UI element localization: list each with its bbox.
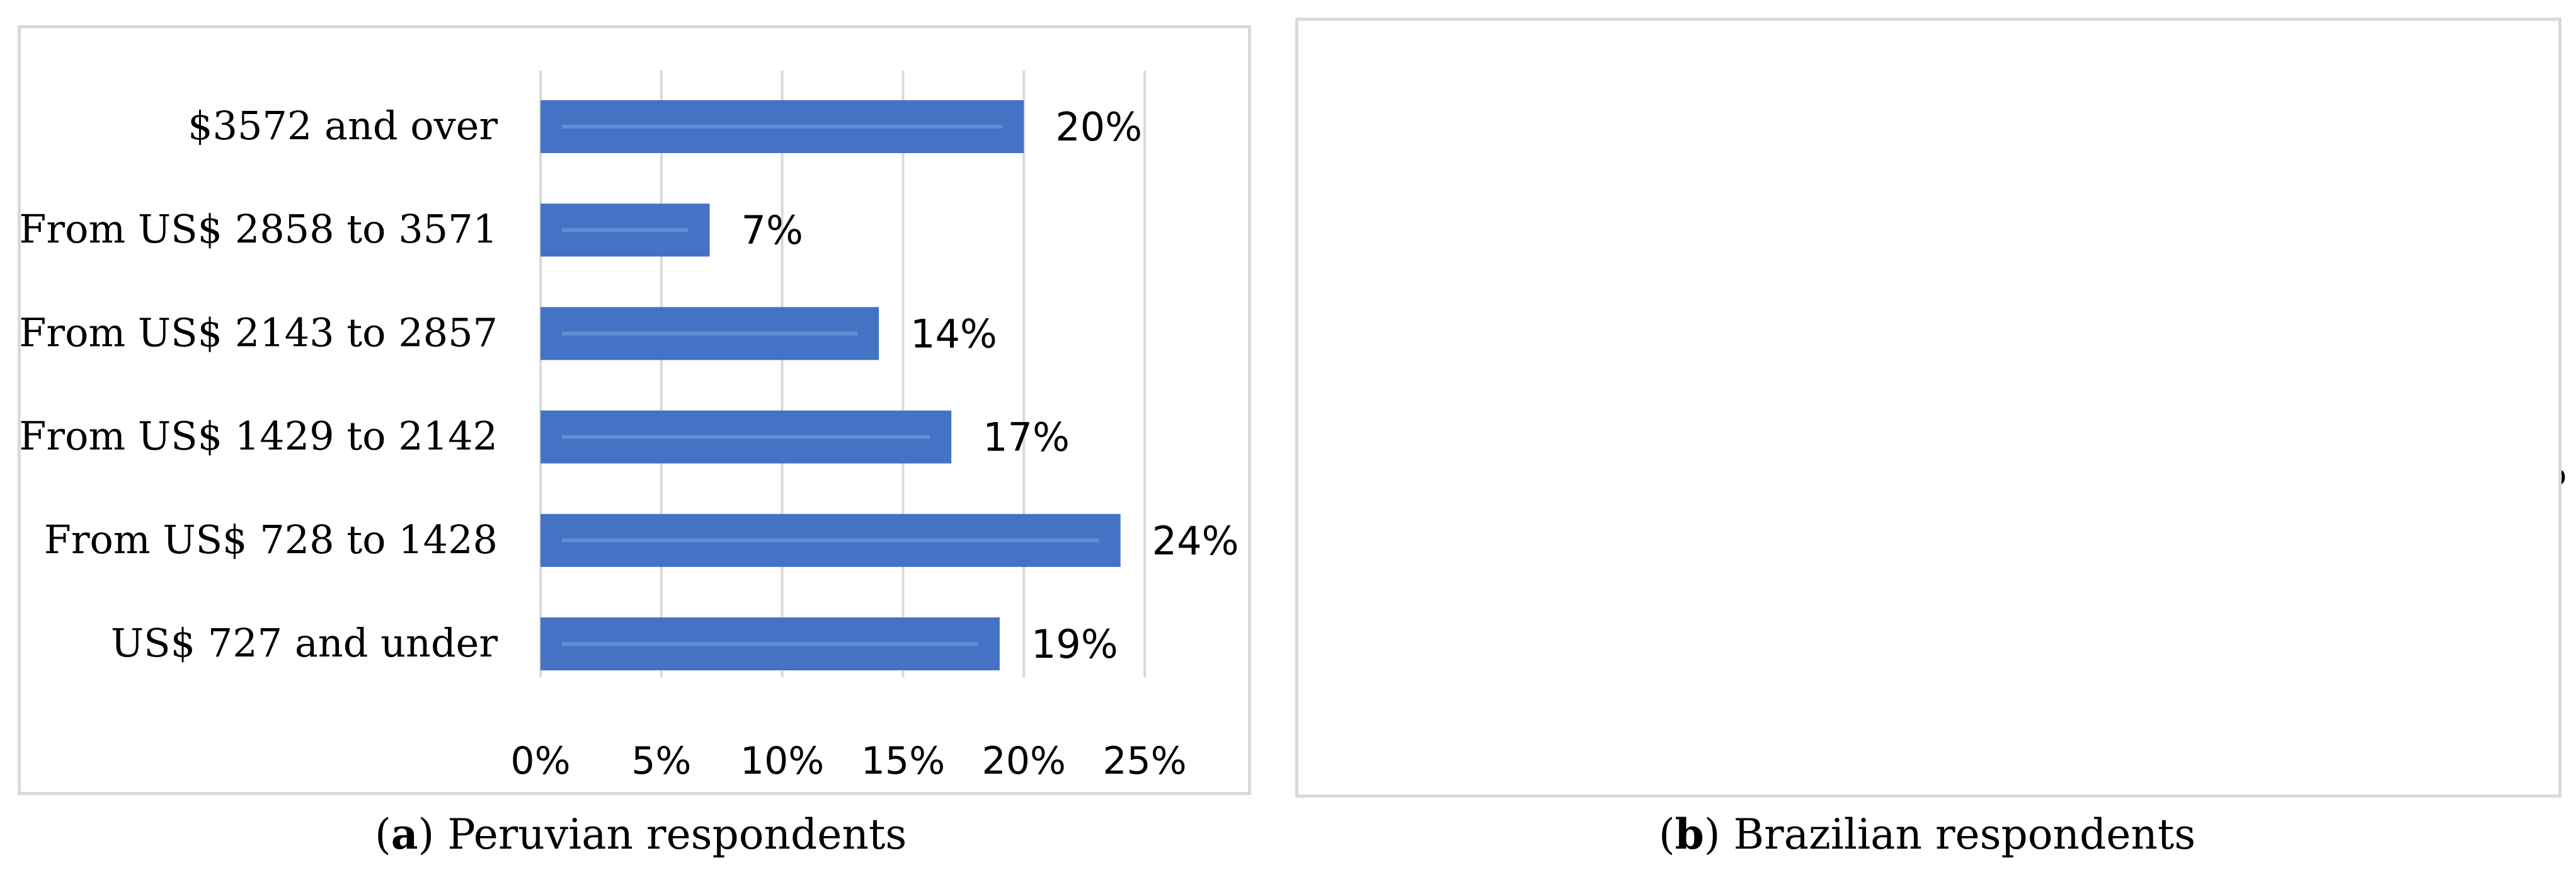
chart-b-caption: (b) Brazilian respondents	[1659, 810, 2196, 859]
data-label: 20%	[1055, 104, 1142, 150]
data-label: 14%	[910, 311, 997, 357]
chart-a-caption: (a) Peruvian respondents	[375, 810, 907, 859]
chart-a-caption-text: Peruvian respondents	[447, 810, 907, 859]
x-tick-label: 20%	[982, 739, 1066, 783]
x-tick-label: 10%	[740, 739, 824, 783]
x-tick-label: 25%	[1102, 739, 1186, 783]
data-label: 24%	[1152, 518, 1239, 564]
data-label: 19%	[1031, 621, 1118, 667]
x-tick-label: 5%	[631, 739, 691, 783]
category-label: $3572 and over	[188, 103, 498, 149]
chart-a-letter: a	[391, 810, 418, 859]
data-label: 7%	[741, 207, 803, 253]
chart-b-letter: b	[1674, 810, 1704, 859]
category-label: From US$ 728 to 1428	[44, 517, 498, 563]
category-label: From US$ 1429 to 2142	[19, 413, 498, 459]
x-tick-label: 15%	[861, 739, 945, 783]
category-label: US$ 727 and under	[111, 620, 498, 666]
chart-b-caption-text: Brazilian respondents	[1733, 810, 2196, 859]
x-tick-label: 0%	[510, 739, 570, 783]
data-label: 17%	[983, 415, 1070, 461]
category-label: From US$ 2858 to 3571	[19, 206, 498, 252]
category-label: From US$ 2143 to 2857	[19, 309, 498, 355]
chart-b-frame	[1295, 18, 2562, 798]
